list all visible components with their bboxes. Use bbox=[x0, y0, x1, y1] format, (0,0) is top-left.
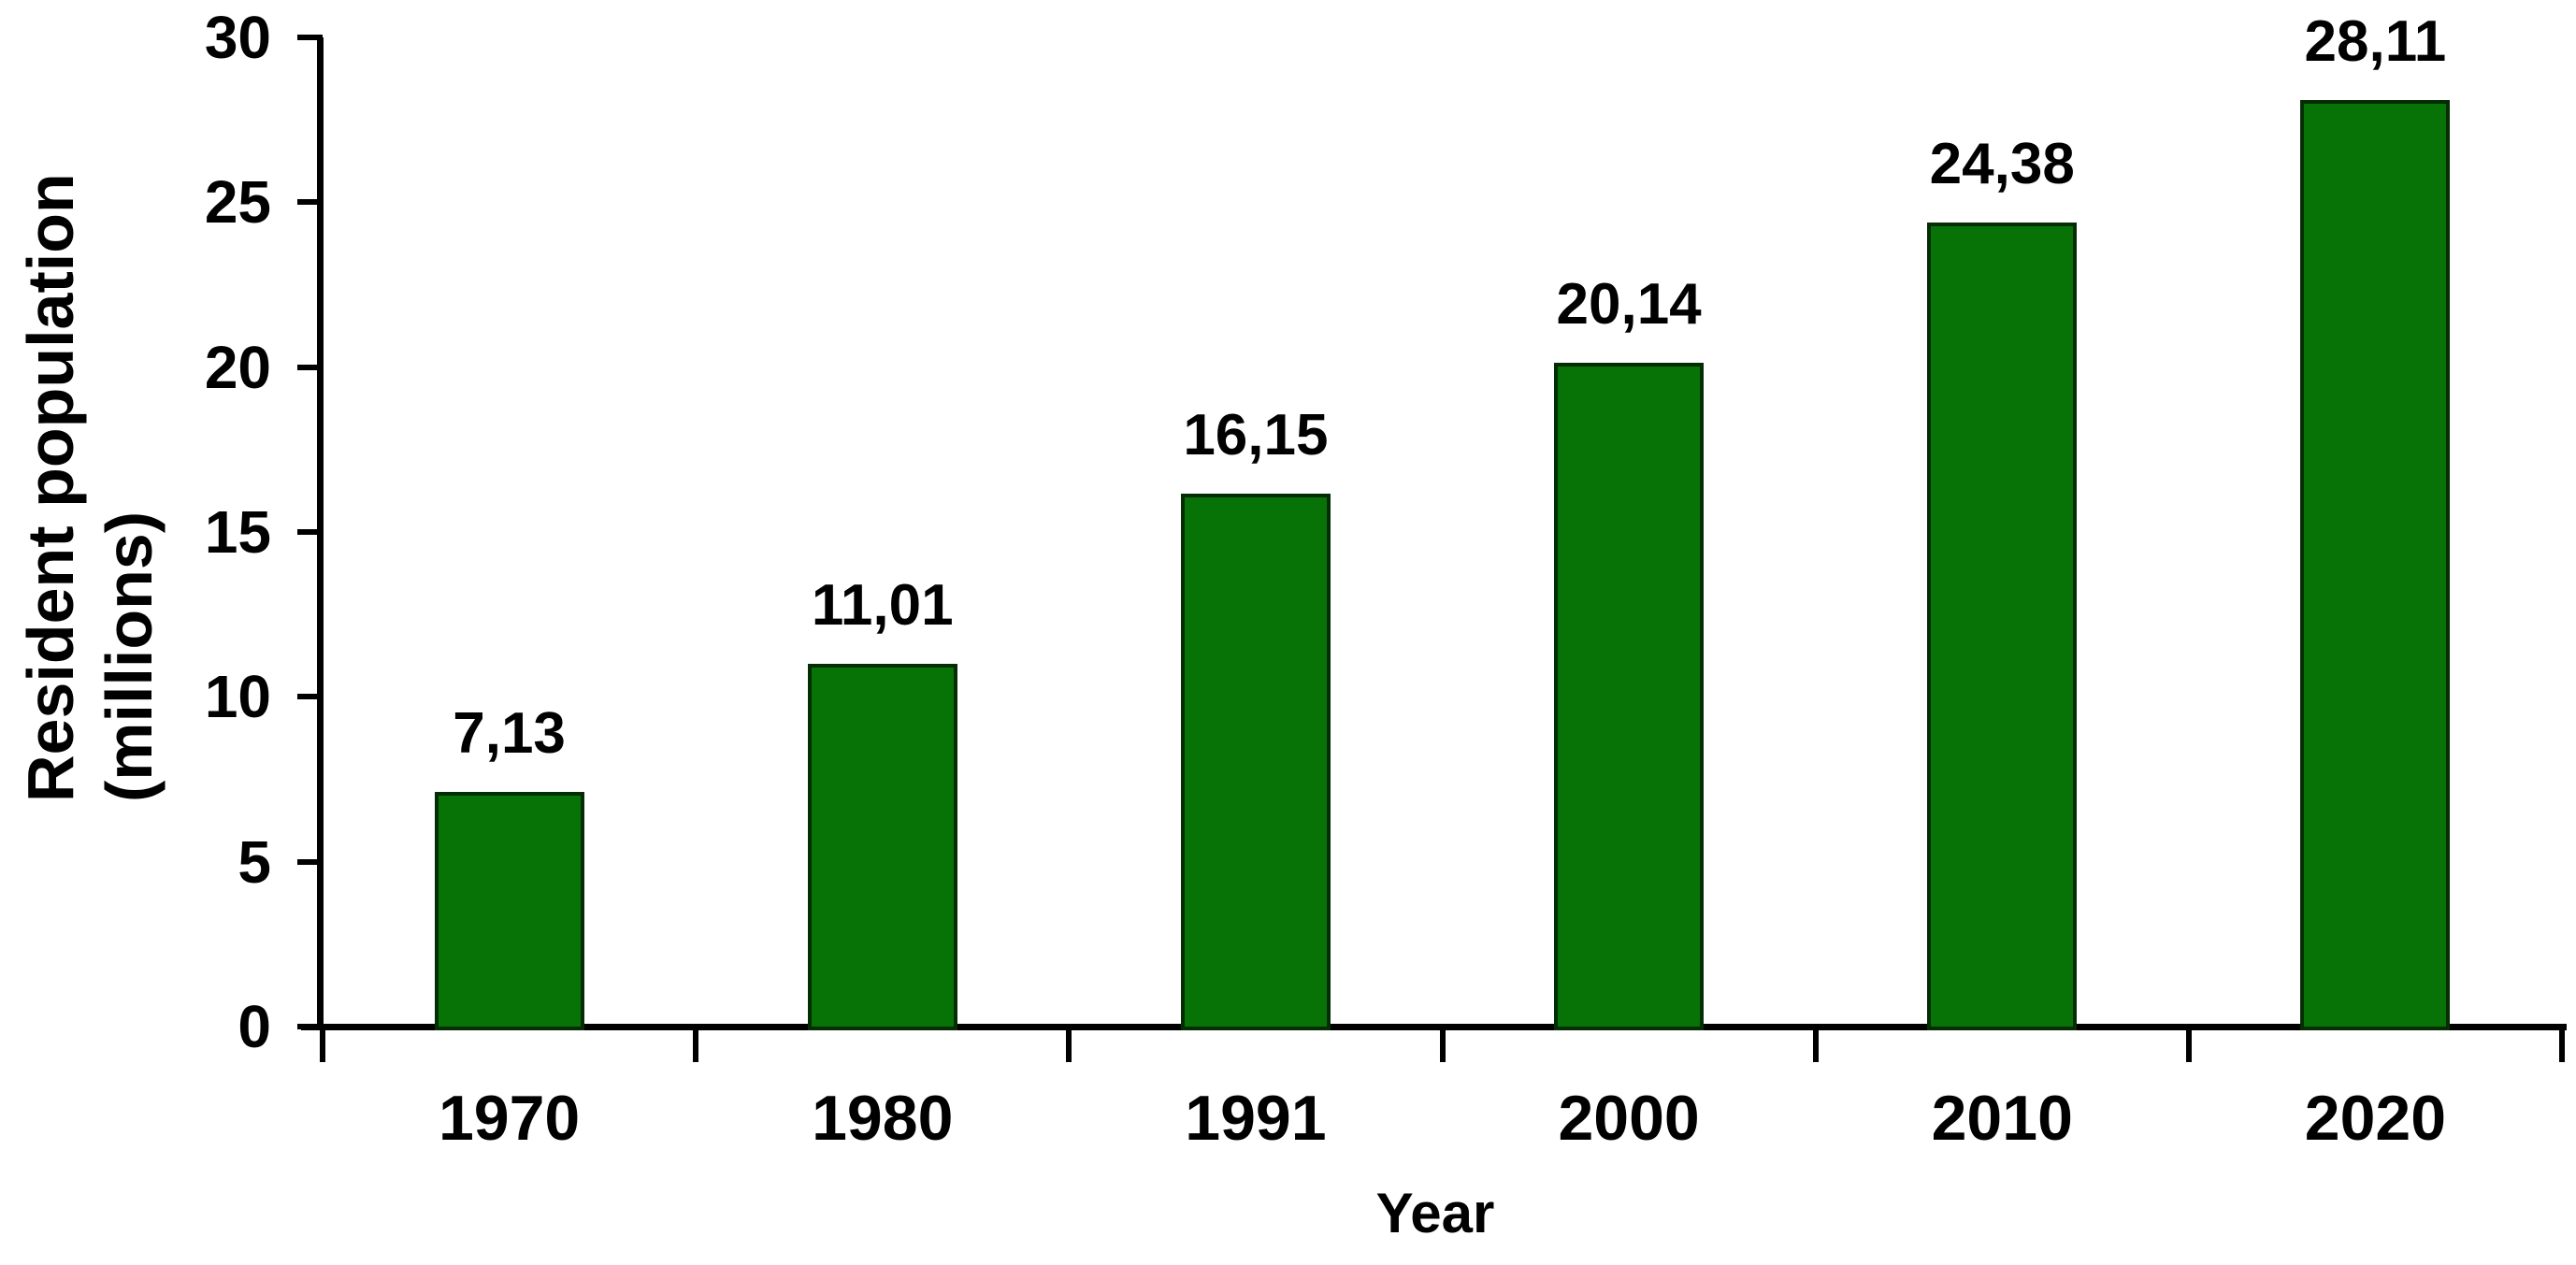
bar-value-label-1991: 16,15 bbox=[1183, 403, 1329, 468]
x-tick-0 bbox=[320, 1027, 325, 1062]
bar-value-label-2010: 24,38 bbox=[1929, 132, 2075, 197]
bar-value-label-1980: 11,01 bbox=[811, 572, 954, 638]
x-tick-5 bbox=[2185, 1027, 2192, 1062]
x-tick-label-1980: 1980 bbox=[812, 1083, 954, 1154]
bar-value-label-2020: 28,11 bbox=[2304, 8, 2447, 74]
y-tick-20 bbox=[297, 364, 323, 370]
bar-2020 bbox=[2300, 99, 2451, 1030]
x-tick-1 bbox=[693, 1027, 699, 1062]
bar-2010 bbox=[1927, 223, 2078, 1030]
bar-1980 bbox=[807, 663, 957, 1030]
y-tick-15 bbox=[297, 529, 323, 535]
y-tick-label-10: 10 bbox=[204, 663, 271, 731]
x-tick-label-2000: 2000 bbox=[1558, 1083, 1700, 1154]
x-tick-label-1991: 1991 bbox=[1185, 1083, 1327, 1154]
y-tick-label-0: 0 bbox=[237, 993, 271, 1060]
y-tick-label-5: 5 bbox=[237, 827, 271, 896]
x-axis-title: Year bbox=[1375, 1182, 1495, 1244]
y-tick-label-15: 15 bbox=[204, 498, 271, 566]
y-tick-label-25: 25 bbox=[204, 168, 271, 237]
y-tick-label-20: 20 bbox=[204, 333, 271, 401]
bar-value-label-1970: 7,13 bbox=[453, 700, 566, 766]
x-tick-6 bbox=[2559, 1027, 2565, 1062]
y-tick-label-30: 30 bbox=[204, 4, 271, 71]
x-axis-line bbox=[301, 1024, 2567, 1030]
y-axis-title-line1: Resident population bbox=[14, 173, 87, 802]
x-tick-label-1970: 1970 bbox=[438, 1083, 581, 1154]
y-tick-30 bbox=[297, 35, 323, 40]
bar-value-label-2000: 20,14 bbox=[1556, 271, 1702, 337]
y-tick-0 bbox=[297, 1024, 323, 1029]
bar-2000 bbox=[1554, 362, 1705, 1030]
bar-1970 bbox=[434, 791, 584, 1030]
x-tick-label-2020: 2020 bbox=[2304, 1083, 2447, 1154]
x-tick-3 bbox=[1439, 1027, 1446, 1062]
bar-1991 bbox=[1180, 494, 1331, 1030]
y-tick-10 bbox=[297, 694, 323, 700]
x-tick-4 bbox=[1812, 1027, 1819, 1062]
x-tick-2 bbox=[1066, 1027, 1072, 1062]
y-tick-5 bbox=[297, 858, 323, 865]
y-tick-25 bbox=[297, 199, 323, 206]
x-tick-label-2010: 2010 bbox=[1931, 1083, 2073, 1154]
